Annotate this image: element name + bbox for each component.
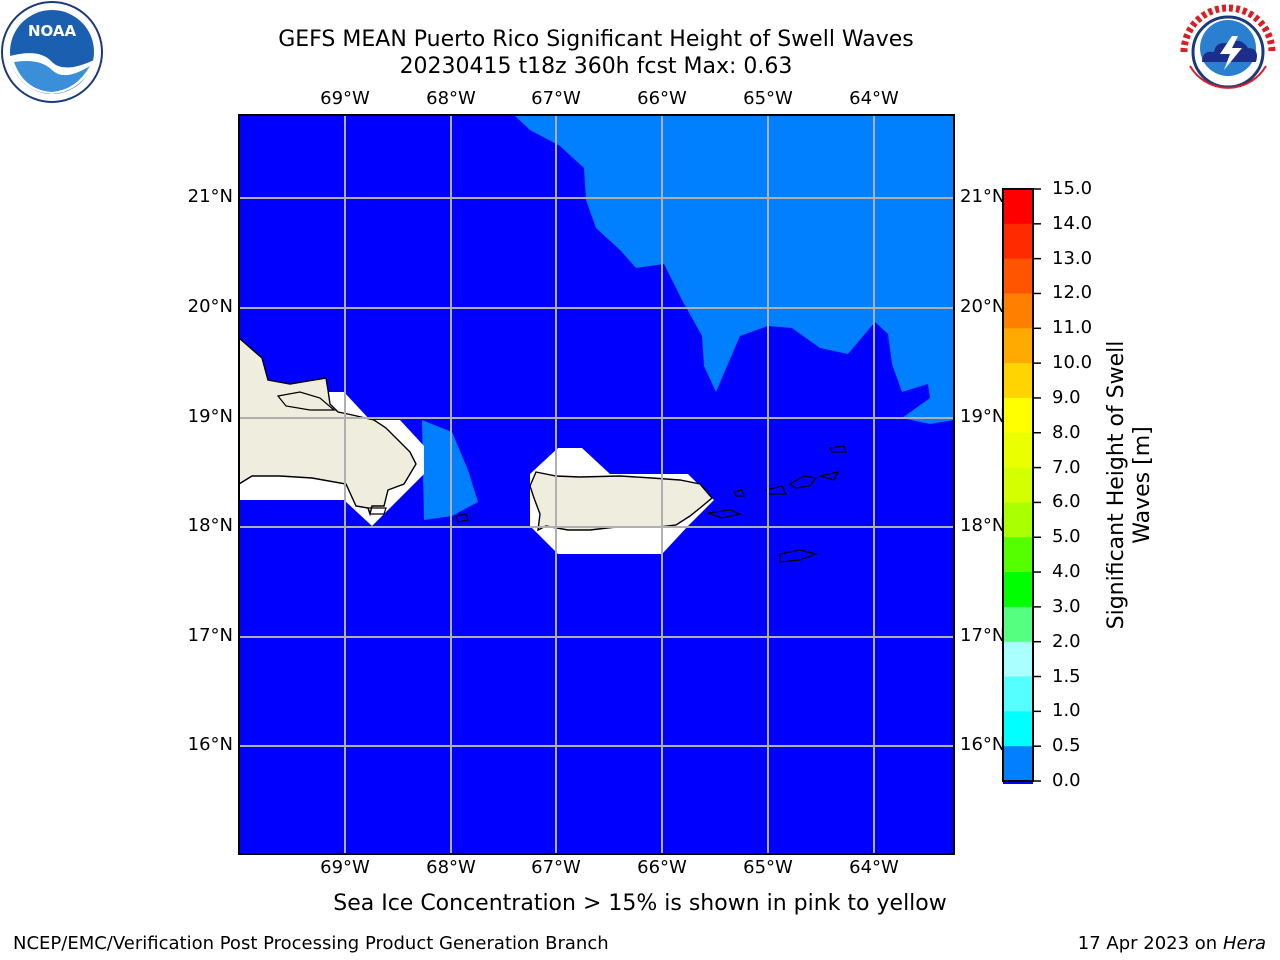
colorbar-segment (1003, 432, 1033, 469)
colorbar-segment (1003, 711, 1033, 747)
colorbar-segment (1003, 606, 1033, 643)
nws-logo (1178, 2, 1278, 102)
sea-ice-note: Sea Ice Concentration > 15% is shown in … (333, 891, 947, 916)
culebra (733, 489, 745, 497)
lon-label-top-66w: 66°W (637, 88, 687, 109)
colorbar-tick-label: 0.5 (1052, 735, 1081, 757)
colorbar-tick-label: 9.0 (1052, 386, 1081, 408)
colorbar-tick-label: 6.0 (1052, 491, 1081, 513)
lon-label-top-64w: 64°W (849, 88, 899, 109)
footer-credit: NCEP/EMC/Verification Post Processing Pr… (13, 933, 609, 954)
lat-label-left-18n: 18°N (187, 515, 233, 536)
lon-label-top-69w: 69°W (320, 88, 370, 109)
colorbar-segment (1003, 223, 1033, 260)
colorbar-tick-label: 10.0 (1052, 352, 1093, 374)
colorbar-segment (1003, 572, 1033, 608)
colorbar-tick-label: 1.5 (1052, 665, 1081, 687)
colorbar-tick-label: 1.0 (1052, 700, 1081, 722)
st-john-tortola (788, 475, 818, 489)
colorbar-segment (1003, 467, 1033, 503)
colorbar-segment (1003, 641, 1033, 678)
lat-label-right-21n: 21°N (960, 186, 1006, 207)
lat-label-right-19n: 19°N (960, 406, 1006, 427)
lat-label-right-18n: 18°N (960, 515, 1006, 536)
noaa-logo: NOAA (1, 1, 103, 103)
map-grid (239, 115, 954, 854)
lat-label-left-17n: 17°N (187, 625, 233, 646)
colorbar-segment (1003, 502, 1033, 538)
lat-label-left-21n: 21°N (187, 186, 233, 207)
colorbar-segment (1003, 293, 1033, 329)
swell-field-0-5-to-1-0-north (514, 115, 954, 424)
colorbar-segment (1003, 537, 1033, 573)
lon-label-bottom-68w: 68°W (426, 857, 476, 878)
isla-saona (367, 507, 387, 515)
page-title-line1: GEFS MEAN Puerto Rico Significant Height… (278, 27, 914, 52)
colorbar-tick-label: 4.0 (1052, 561, 1081, 583)
lat-label-right-17n: 17°N (960, 625, 1006, 646)
hispaniola-north-outline (276, 391, 336, 411)
colorbar-label-line2: Waves [m] (1130, 426, 1155, 544)
colorbar-segment (1003, 328, 1033, 364)
lon-label-bottom-65w: 65°W (743, 857, 793, 878)
colorbar-label-line1: Significant Height of Swell (1104, 340, 1129, 630)
footer-machine-name: Hera (1222, 933, 1266, 954)
colorbar-tick-label: 13.0 (1052, 247, 1093, 269)
colorbar-segment (1003, 258, 1033, 294)
lat-label-left-16n: 16°N (187, 734, 233, 755)
map-frame (238, 114, 955, 855)
lon-label-bottom-67w: 67°W (531, 857, 581, 878)
colorbar-tick-label: 11.0 (1052, 317, 1093, 339)
lon-label-bottom-64w: 64°W (849, 857, 899, 878)
noaa-logo-text: NOAA (28, 22, 77, 40)
colorbar-segment (1003, 397, 1033, 434)
hispaniola-land (239, 337, 417, 517)
lon-label-bottom-66w: 66°W (637, 857, 687, 878)
lon-label-top-68w: 68°W (426, 88, 476, 109)
colorbar-tick-label: 14.0 (1052, 212, 1093, 234)
colorbar-segment (1003, 781, 1033, 784)
colorbar-segment (1003, 676, 1033, 712)
anegada (829, 445, 847, 453)
lat-label-left-19n: 19°N (187, 406, 233, 427)
colorbar (1002, 188, 1041, 784)
lat-label-right-16n: 16°N (960, 734, 1006, 755)
colorbar-tick-label: 3.0 (1052, 595, 1081, 617)
colorbar-segment (1003, 746, 1033, 782)
page-title-line2: 20230415 t18z 360h fcst Max: 0.63 (399, 54, 793, 79)
lat-label-left-20n: 20°N (187, 296, 233, 317)
colorbar-segment (1003, 363, 1033, 399)
lon-label-top-67w: 67°W (531, 88, 581, 109)
colorbar-tick-label: 7.0 (1052, 456, 1081, 478)
colorbar-tick-label: 2.0 (1052, 630, 1081, 652)
vieques (707, 509, 743, 519)
footer-date-text: 17 Apr 2023 on (1077, 933, 1223, 954)
st-croix (779, 549, 819, 563)
colorbar-segment (1003, 189, 1033, 225)
isla-mona (455, 513, 469, 523)
colorbar-tick-label: 0.0 (1052, 770, 1081, 791)
footer-date: 17 Apr 2023 on Hera (1078, 933, 1266, 954)
colorbar-tick-label: 8.0 (1052, 421, 1081, 443)
lon-label-bottom-69w: 69°W (320, 857, 370, 878)
virgin-gorda (819, 471, 840, 481)
colorbar-tick-label: 15.0 (1052, 178, 1093, 199)
lat-label-right-20n: 20°N (960, 296, 1006, 317)
lon-label-top-65w: 65°W (743, 88, 793, 109)
colorbar-tick-label: 5.0 (1052, 526, 1081, 548)
colorbar-tick-label: 12.0 (1052, 282, 1093, 304)
